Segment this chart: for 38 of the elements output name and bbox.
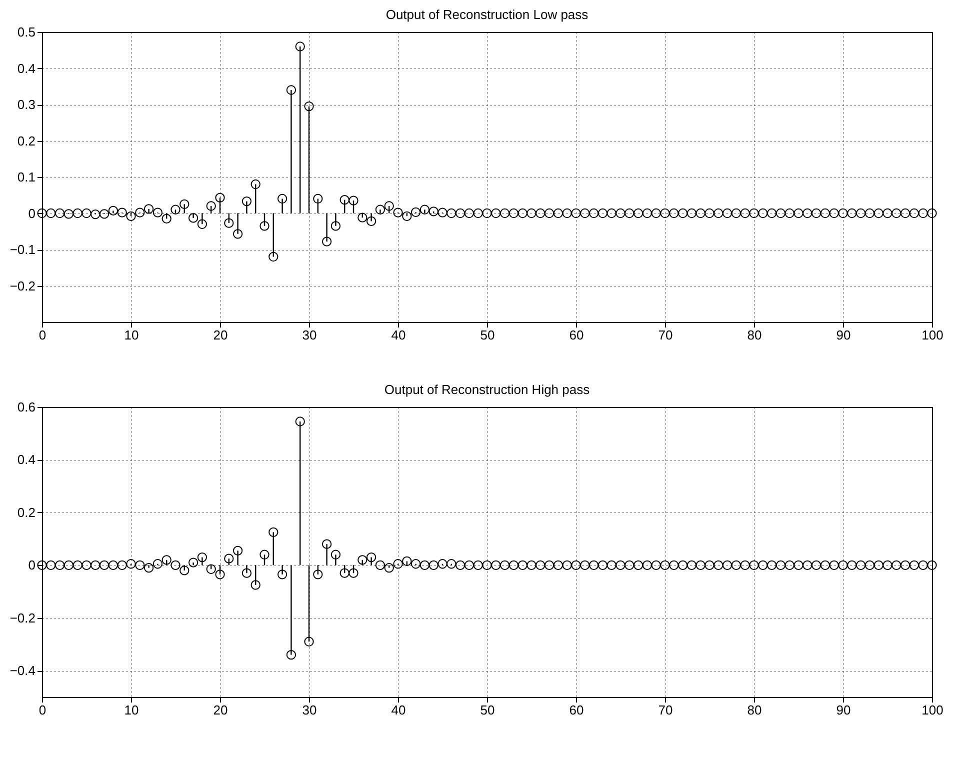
x-tick-label: 40	[391, 328, 406, 342]
x-tick-label: 80	[747, 702, 762, 718]
x-tick-label: 90	[836, 702, 851, 718]
y-tick-label: 0.5	[17, 24, 36, 40]
x-tick-label: 60	[569, 702, 584, 718]
x-tick-label: 100	[922, 702, 944, 718]
x-tick-label: 20	[213, 702, 228, 718]
x-tick-label: 30	[302, 328, 317, 342]
x-tick-label: 50	[480, 702, 495, 718]
y-tick-label: 0.2	[17, 504, 36, 520]
y-tick-label: 0.3	[17, 97, 36, 112]
chart-title: Output of Reconstruction Low pass	[386, 7, 589, 22]
x-tick-label: 30	[302, 702, 317, 718]
x-tick-label: 10	[124, 328, 139, 342]
y-tick-label: 0.6	[17, 400, 36, 414]
y-tick-label: 0.1	[17, 170, 36, 184]
y-tick-label: 0	[28, 558, 36, 573]
x-tick-label: 70	[658, 328, 673, 342]
y-tick-label: 0.4	[17, 452, 36, 468]
x-tick-label: 40	[391, 702, 406, 718]
x-tick-label: 0	[38, 328, 46, 342]
y-tick-label: −0.4	[10, 663, 36, 678]
x-tick-label: 10	[124, 702, 139, 718]
x-tick-label: 90	[836, 328, 851, 342]
x-tick-label: 60	[569, 328, 584, 342]
y-tick-label: 0.4	[17, 60, 36, 76]
x-tick-label: 70	[658, 702, 673, 718]
x-tick-label: 100	[922, 328, 944, 342]
y-tick-label: −0.2	[10, 278, 36, 294]
y-tick-label: −0.1	[10, 242, 36, 257]
y-tick-label: −0.2	[10, 610, 36, 626]
x-tick-label: 20	[213, 328, 228, 342]
y-tick-label: 0	[28, 206, 36, 221]
x-tick-label: 80	[747, 328, 762, 342]
x-tick-label: 50	[480, 328, 495, 342]
y-tick-label: 0.2	[17, 133, 36, 148]
x-tick-label: 0	[38, 702, 46, 718]
chart-title: Output of Reconstruction High pass	[384, 382, 590, 397]
